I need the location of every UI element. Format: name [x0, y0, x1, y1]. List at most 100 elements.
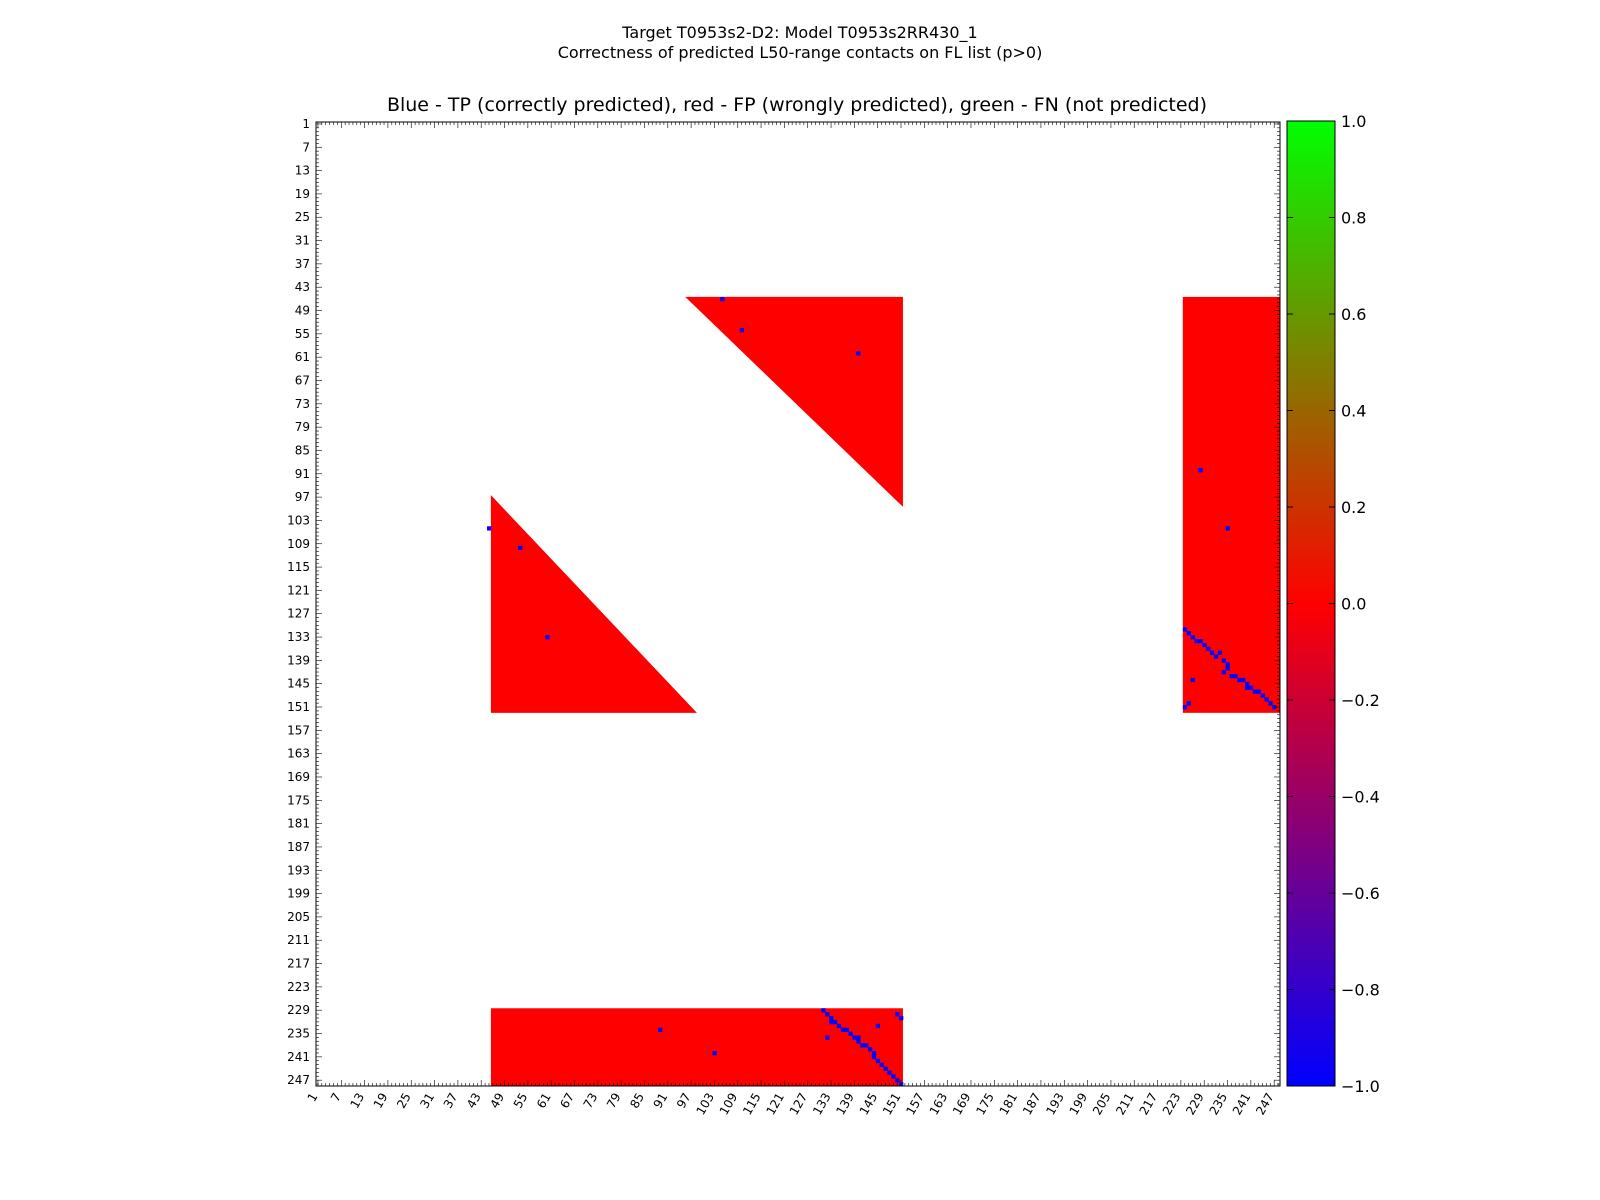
- x-tick-label: 133: [810, 1091, 834, 1118]
- y-tick-label: 7: [302, 140, 310, 154]
- x-tick-label: 241: [1230, 1091, 1254, 1118]
- tp-contact-cell: [860, 1043, 865, 1048]
- x-tick-label: 127: [787, 1091, 811, 1118]
- tp-contact-cell: [867, 1047, 873, 1052]
- tp-contact-cell: [887, 1070, 892, 1075]
- y-tick-label: 91: [295, 467, 310, 481]
- colorbar-tick-label: −0.4: [1341, 788, 1380, 807]
- x-tick-label: 43: [464, 1091, 484, 1111]
- colorbar-tick-label: −0.2: [1341, 691, 1380, 710]
- y-tick-label: 241: [287, 1050, 310, 1064]
- tp-contact-cell: [829, 1016, 834, 1021]
- y-tick-label: 103: [287, 513, 310, 527]
- x-tick-label: 247: [1253, 1091, 1277, 1118]
- tp-contact-cell: [1210, 650, 1215, 655]
- x-tick-label: 73: [581, 1091, 601, 1111]
- tp-contact-cell: [1221, 658, 1226, 663]
- x-tick-label: 229: [1183, 1091, 1207, 1118]
- tp-contact-cell: [1229, 673, 1234, 679]
- x-tick-label: 7: [328, 1091, 344, 1105]
- tp-contact-cell: [712, 1051, 717, 1056]
- tp-contact-cell: [864, 1043, 869, 1048]
- y-tick-label: 223: [287, 980, 310, 994]
- tp-contact-cell: [852, 1035, 857, 1040]
- colorbar-tick-label: 0.4: [1341, 402, 1366, 421]
- tp-contact-cell: [1245, 681, 1250, 687]
- tp-contact-cell: [1198, 638, 1203, 644]
- tp-contact-cell: [856, 1039, 861, 1044]
- x-tick-label: 97: [674, 1091, 694, 1111]
- colorbar-tick-label: 1.0: [1341, 112, 1366, 131]
- colorbar: [1286, 120, 1336, 1087]
- tp-contact-cell: [1186, 631, 1191, 636]
- tp-contact-cell: [899, 1016, 904, 1021]
- x-tick-label: 37: [441, 1091, 461, 1111]
- figure-suptitle-line2: Correctness of predicted L50-range conta…: [557, 43, 1043, 62]
- fp-region-0: [685, 296, 903, 507]
- tp-contact-cell: [1182, 705, 1188, 710]
- tp-contact-cell: [840, 1027, 846, 1032]
- tp-contact-cell: [1217, 650, 1223, 655]
- y-tick-label: 151: [287, 700, 310, 714]
- tp-contact-cell: [895, 1012, 900, 1017]
- x-tick-label: 223: [1160, 1091, 1184, 1118]
- tp-contact-cell: [1225, 666, 1230, 671]
- x-tick-label: 19: [371, 1091, 391, 1111]
- x-tick-label: 103: [693, 1091, 717, 1118]
- tp-contact-cell: [1237, 677, 1242, 683]
- y-tick-label: 199: [287, 887, 310, 901]
- tp-contact-cell: [1213, 654, 1219, 659]
- x-tick-label: 55: [511, 1091, 531, 1111]
- tp-contact-cell: [844, 1027, 849, 1032]
- tp-contact-cell: [1221, 670, 1226, 675]
- tp-contact-cell: [487, 526, 492, 531]
- tp-contact-cell: [895, 1078, 900, 1083]
- tp-contact-cell: [1186, 701, 1191, 706]
- y-tick-label: 73: [295, 397, 310, 411]
- x-tick-label: 85: [627, 1091, 647, 1111]
- y-tick-label: 217: [287, 957, 310, 971]
- y-tick-label: 205: [287, 910, 310, 924]
- tp-contact-cell: [871, 1054, 877, 1060]
- tp-contact-cell: [1241, 677, 1246, 683]
- x-tick-label: 199: [1067, 1091, 1091, 1118]
- y-tick-label: 97: [295, 490, 310, 504]
- y-tick-label: 235: [287, 1027, 310, 1041]
- y-tick-label: 49: [295, 304, 310, 318]
- tp-contact-cell: [832, 1019, 838, 1025]
- tp-contact-cell: [821, 1008, 826, 1013]
- x-tick-label: 205: [1090, 1091, 1114, 1118]
- tick-layer: [316, 122, 1280, 1086]
- y-tick-label: 229: [287, 1003, 310, 1017]
- y-tick-label: 247: [287, 1073, 310, 1087]
- y-tick-label: 79: [295, 420, 310, 434]
- y-tick-label: 127: [287, 607, 310, 621]
- y-tick-label: 115: [287, 560, 310, 574]
- tp-contact-cell: [1245, 685, 1250, 690]
- tp-contact-cell: [825, 1035, 830, 1040]
- x-tick-label: 211: [1113, 1091, 1137, 1118]
- tp-contact-cell: [875, 1058, 881, 1064]
- fp-region-3: [490, 1008, 903, 1086]
- y-tick-label: 85: [295, 443, 310, 457]
- tp-contact-cell: [856, 351, 861, 356]
- heatmap-layer: [487, 296, 1280, 1087]
- y-tick-label: 31: [295, 234, 310, 248]
- x-tick-label: 79: [604, 1091, 624, 1111]
- x-tick-label: 157: [903, 1091, 927, 1118]
- y-tick-label: 145: [287, 677, 310, 691]
- x-tick-label: 49: [487, 1091, 507, 1111]
- tp-contact-cell: [1268, 701, 1273, 706]
- y-tick-label: 67: [295, 373, 310, 387]
- tp-contact-cell: [829, 1019, 834, 1025]
- x-tick-label: 91: [651, 1091, 671, 1111]
- y-tick-label: 43: [295, 280, 310, 294]
- tp-contact-cell: [1182, 627, 1188, 632]
- y-tick-label: 187: [287, 840, 310, 854]
- tp-contact-cell: [720, 296, 725, 302]
- tp-contact-cell: [1202, 642, 1207, 648]
- x-tick-label: 193: [1043, 1091, 1067, 1118]
- x-tick-label: 115: [740, 1091, 764, 1118]
- x-tick-label: 25: [394, 1091, 414, 1111]
